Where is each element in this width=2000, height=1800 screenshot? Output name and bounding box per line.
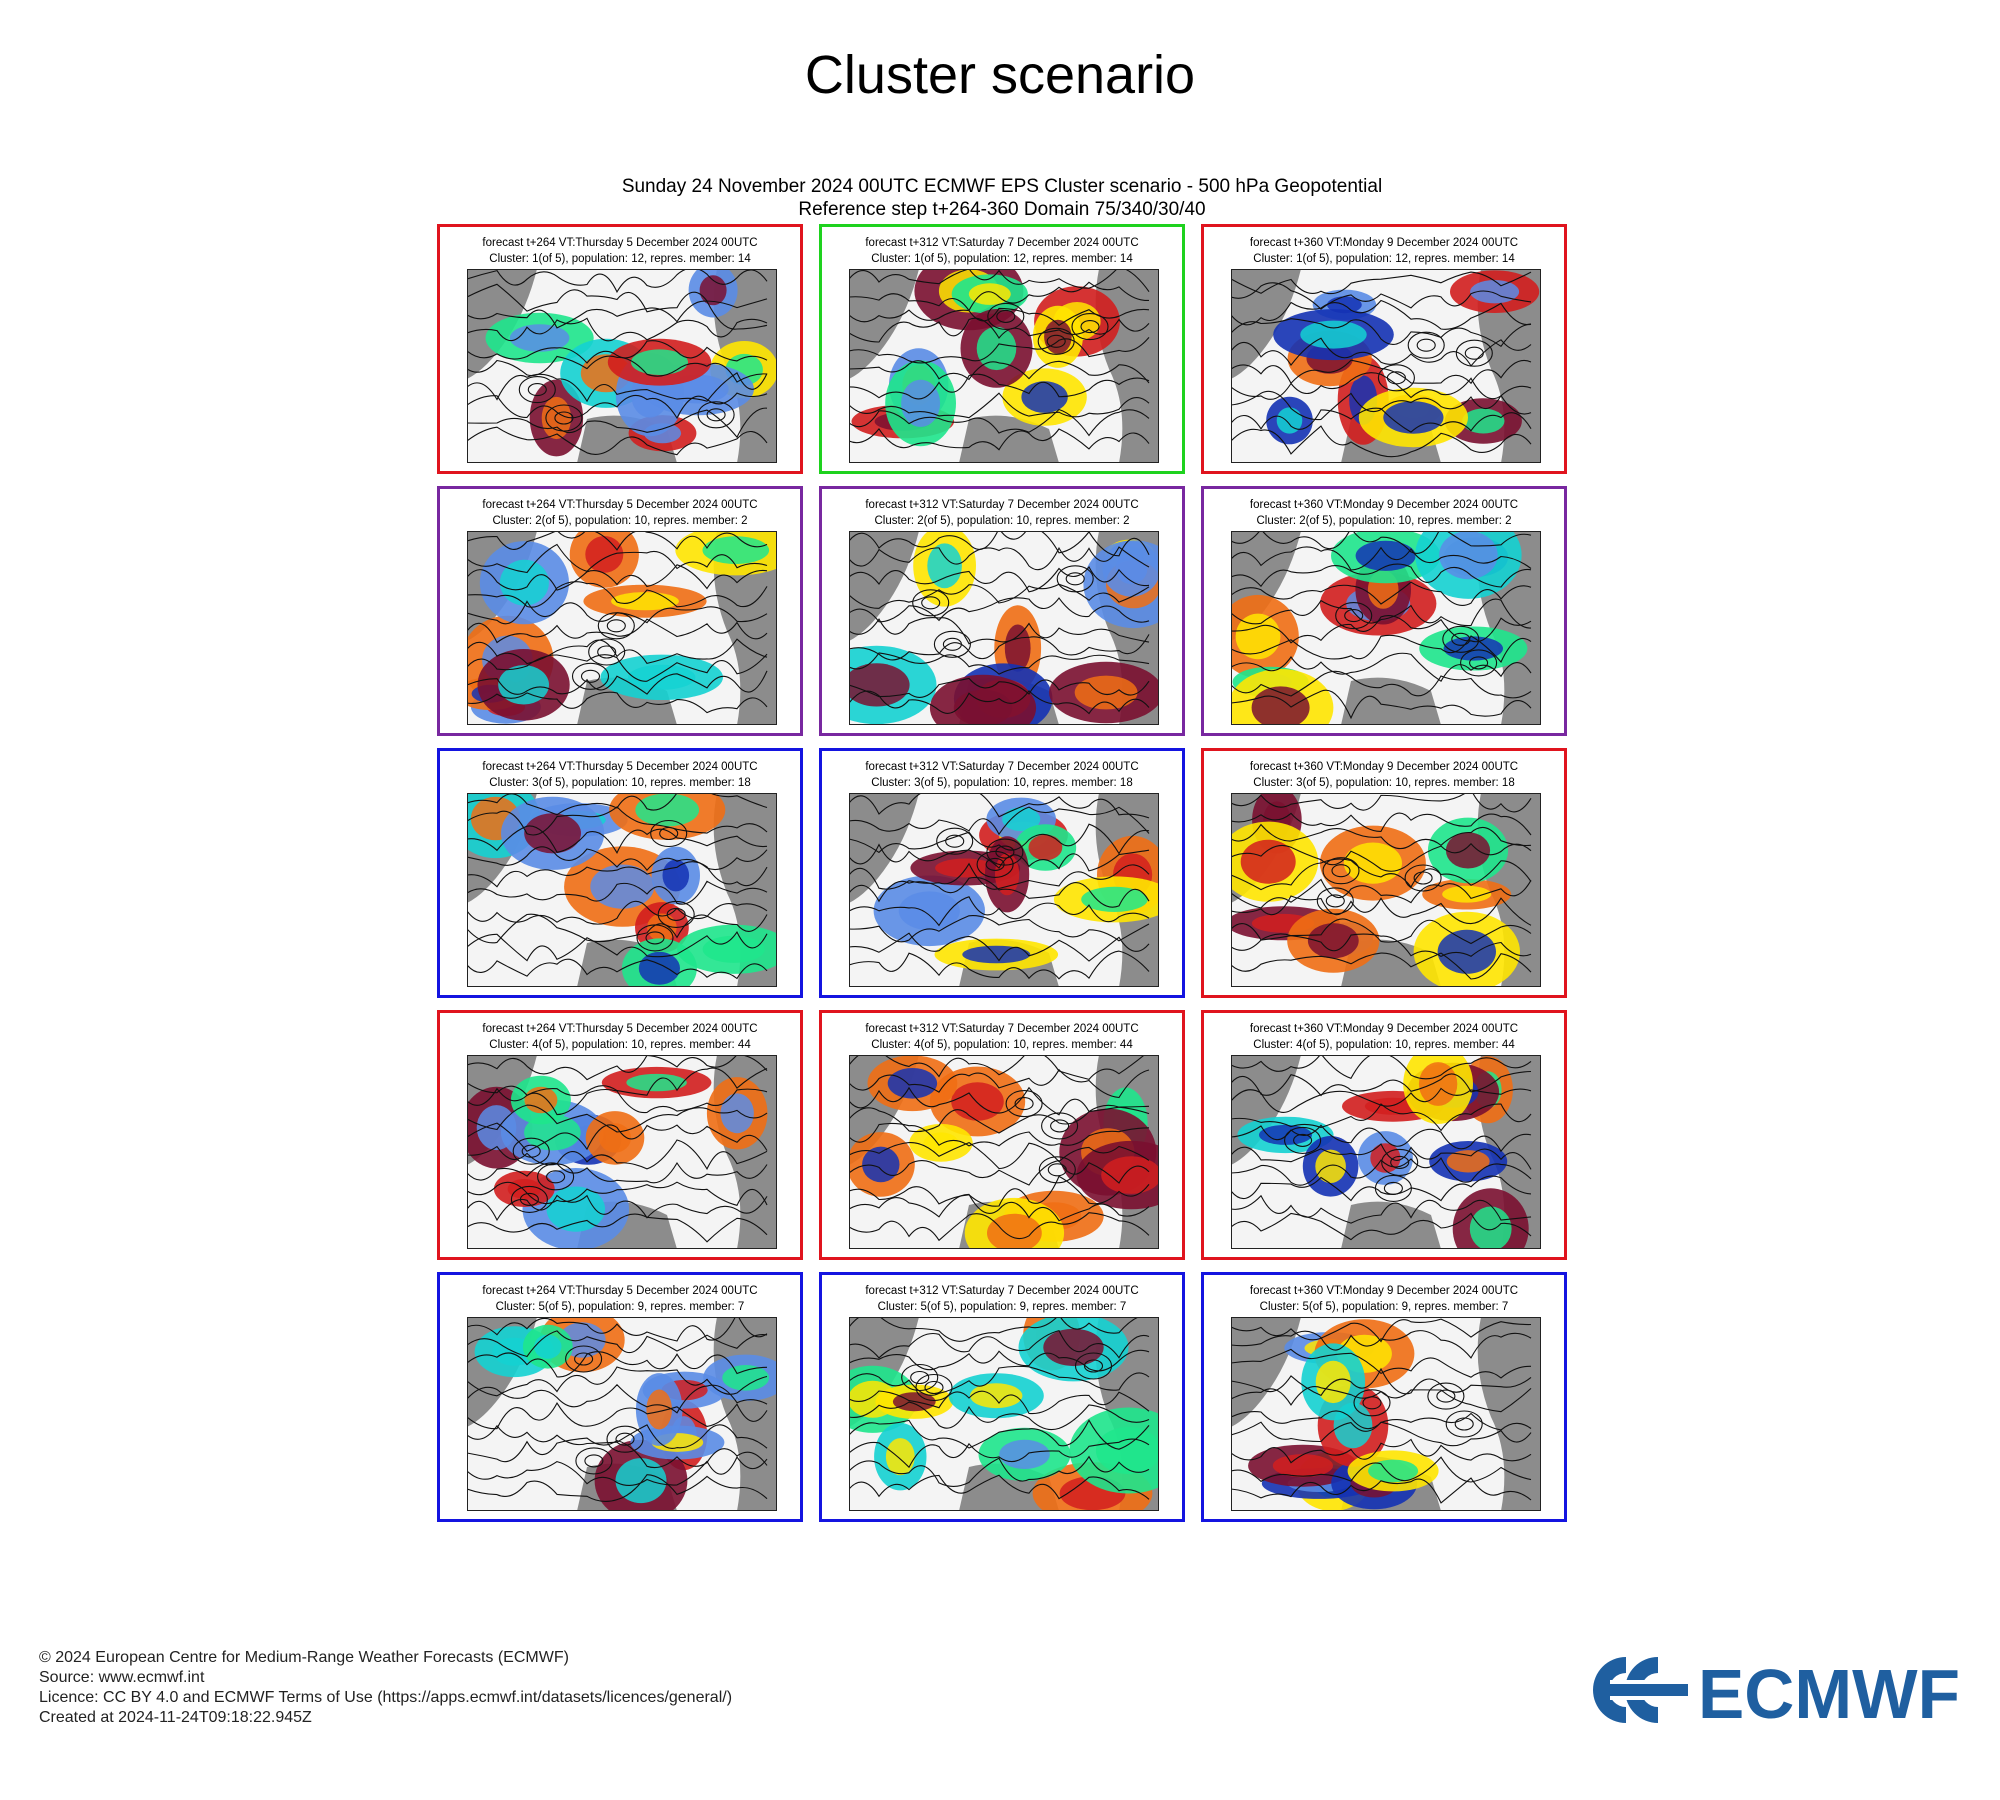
cluster-panel: forecast t+312 VT:Saturday 7 December 20… [819, 224, 1185, 474]
cluster-panel: forecast t+264 VT:Thursday 5 December 20… [437, 224, 803, 474]
panel-cluster-label: Cluster: 4(of 5), population: 10, repres… [1253, 1039, 1515, 1051]
panel-caption: forecast t+264 VT:Thursday 5 December 20… [440, 497, 800, 529]
geopotential-map [849, 531, 1159, 725]
cluster-panel: forecast t+312 VT:Saturday 7 December 20… [819, 486, 1185, 736]
panel-cluster-label: Cluster: 3(of 5), population: 10, repres… [871, 777, 1133, 789]
page-title: Cluster scenario [804, 45, 1196, 105]
footer-created: Created at 2024-11-24T09:18:22.945Z [39, 1709, 312, 1726]
geopotential-map [849, 793, 1159, 987]
footer-source: Source: www.ecmwf.int [39, 1669, 205, 1686]
panel-forecast-label: forecast t+360 VT:Monday 9 December 2024… [1249, 1023, 1519, 1035]
panel-caption: forecast t+312 VT:Saturday 7 December 20… [822, 1021, 1182, 1053]
panel-caption: forecast t+312 VT:Saturday 7 December 20… [822, 497, 1182, 529]
panel-forecast-label: forecast t+312 VT:Saturday 7 December 20… [865, 237, 1139, 249]
panel-cluster-label: Cluster: 5(of 5), population: 9, repres.… [877, 1301, 1127, 1313]
ecmwf-logo-mark [1593, 1657, 1690, 1723]
panel-forecast-label: forecast t+312 VT:Saturday 7 December 20… [865, 1285, 1139, 1297]
panel-caption: forecast t+360 VT:Monday 9 December 2024… [1204, 759, 1564, 791]
plot-header-line1: Sunday 24 November 2024 00UTC ECMWF EPS … [621, 176, 1383, 197]
panel-forecast-label: forecast t+312 VT:Saturday 7 December 20… [865, 761, 1139, 773]
panel-cluster-label: Cluster: 1(of 5), population: 12, repres… [1253, 253, 1515, 265]
geopotential-map [467, 531, 777, 725]
panel-cluster-label: Cluster: 5(of 5), population: 9, repres.… [495, 1301, 745, 1313]
panel-forecast-label: forecast t+312 VT:Saturday 7 December 20… [865, 499, 1139, 511]
panel-cluster-label: Cluster: 1(of 5), population: 12, repres… [489, 253, 751, 265]
ecmwf-logo-text: ECMWF [1698, 1655, 1960, 1725]
footer-copyright: © 2024 European Centre for Medium-Range … [39, 1649, 569, 1666]
cluster-panel: forecast t+360 VT:Monday 9 December 2024… [1201, 1272, 1567, 1522]
cluster-panel: forecast t+360 VT:Monday 9 December 2024… [1201, 748, 1567, 998]
panel-cluster-label: Cluster: 2(of 5), population: 10, repres… [874, 515, 1130, 527]
panel-caption: forecast t+360 VT:Monday 9 December 2024… [1204, 235, 1564, 267]
cluster-panel: forecast t+360 VT:Monday 9 December 2024… [1201, 1010, 1567, 1260]
geopotential-map [467, 1055, 777, 1249]
panel-forecast-label: forecast t+360 VT:Monday 9 December 2024… [1249, 761, 1519, 773]
ecmwf-logo: ECMWF [1593, 1655, 1960, 1725]
cluster-panel-grid: forecast t+264 VT:Thursday 5 December 20… [437, 224, 1567, 1524]
cluster-panel: forecast t+312 VT:Saturday 7 December 20… [819, 1010, 1185, 1260]
cluster-panel: forecast t+360 VT:Monday 9 December 2024… [1201, 224, 1567, 474]
cluster-panel: forecast t+264 VT:Thursday 5 December 20… [437, 1272, 803, 1522]
panel-caption: forecast t+264 VT:Thursday 5 December 20… [440, 235, 800, 267]
panel-forecast-label: forecast t+264 VT:Thursday 5 December 20… [482, 761, 758, 773]
panel-cluster-label: Cluster: 5(of 5), population: 9, repres.… [1259, 1301, 1509, 1313]
panel-cluster-label: Cluster: 1(of 5), population: 12, repres… [871, 253, 1133, 265]
panel-caption: forecast t+312 VT:Saturday 7 December 20… [822, 759, 1182, 791]
geopotential-map [849, 269, 1159, 463]
geopotential-map [1231, 793, 1541, 987]
geopotential-map [1231, 1317, 1541, 1511]
geopotential-map [1231, 1055, 1541, 1249]
panel-caption: forecast t+312 VT:Saturday 7 December 20… [822, 235, 1182, 267]
panel-cluster-label: Cluster: 2(of 5), population: 10, repres… [1256, 515, 1512, 527]
panel-cluster-label: Cluster: 4(of 5), population: 10, repres… [871, 1039, 1133, 1051]
cluster-panel: forecast t+264 VT:Thursday 5 December 20… [437, 486, 803, 736]
panel-forecast-label: forecast t+264 VT:Thursday 5 December 20… [482, 1285, 758, 1297]
geopotential-map [849, 1055, 1159, 1249]
footer: © 2024 European Centre for Medium-Range … [39, 1648, 732, 1728]
geopotential-map [467, 793, 777, 987]
cluster-panel: forecast t+312 VT:Saturday 7 December 20… [819, 1272, 1185, 1522]
cluster-panel: forecast t+360 VT:Monday 9 December 2024… [1201, 486, 1567, 736]
panel-cluster-label: Cluster: 3(of 5), population: 10, repres… [1253, 777, 1515, 789]
panel-forecast-label: forecast t+264 VT:Thursday 5 December 20… [482, 499, 758, 511]
panel-caption: forecast t+360 VT:Monday 9 December 2024… [1204, 1021, 1564, 1053]
panel-caption: forecast t+264 VT:Thursday 5 December 20… [440, 1283, 800, 1315]
geopotential-map [467, 269, 777, 463]
panel-cluster-label: Cluster: 2(of 5), population: 10, repres… [492, 515, 748, 527]
panel-forecast-label: forecast t+312 VT:Saturday 7 December 20… [865, 1023, 1139, 1035]
panel-forecast-label: forecast t+360 VT:Monday 9 December 2024… [1249, 499, 1519, 511]
geopotential-map [1231, 531, 1541, 725]
panel-cluster-label: Cluster: 4(of 5), population: 10, repres… [489, 1039, 751, 1051]
cluster-panel: forecast t+264 VT:Thursday 5 December 20… [437, 748, 803, 998]
panel-forecast-label: forecast t+360 VT:Monday 9 December 2024… [1249, 1285, 1519, 1297]
panel-cluster-label: Cluster: 3(of 5), population: 10, repres… [489, 777, 751, 789]
panel-caption: forecast t+264 VT:Thursday 5 December 20… [440, 1021, 800, 1053]
footer-licence: Licence: CC BY 4.0 and ECMWF Terms of Us… [39, 1689, 733, 1706]
cluster-panel: forecast t+312 VT:Saturday 7 December 20… [819, 748, 1185, 998]
panel-forecast-label: forecast t+264 VT:Thursday 5 December 20… [482, 237, 758, 249]
panel-caption: forecast t+360 VT:Monday 9 December 2024… [1204, 497, 1564, 529]
panel-caption: forecast t+312 VT:Saturday 7 December 20… [822, 1283, 1182, 1315]
panel-caption: forecast t+360 VT:Monday 9 December 2024… [1204, 1283, 1564, 1315]
panel-caption: forecast t+264 VT:Thursday 5 December 20… [440, 759, 800, 791]
panel-forecast-label: forecast t+360 VT:Monday 9 December 2024… [1249, 237, 1519, 249]
geopotential-map [849, 1317, 1159, 1511]
panel-forecast-label: forecast t+264 VT:Thursday 5 December 20… [482, 1023, 758, 1035]
geopotential-map [467, 1317, 777, 1511]
plot-header-line2: Reference step t+264-360 Domain 75/340/3… [798, 199, 1206, 220]
geopotential-map [1231, 269, 1541, 463]
cluster-panel: forecast t+264 VT:Thursday 5 December 20… [437, 1010, 803, 1260]
